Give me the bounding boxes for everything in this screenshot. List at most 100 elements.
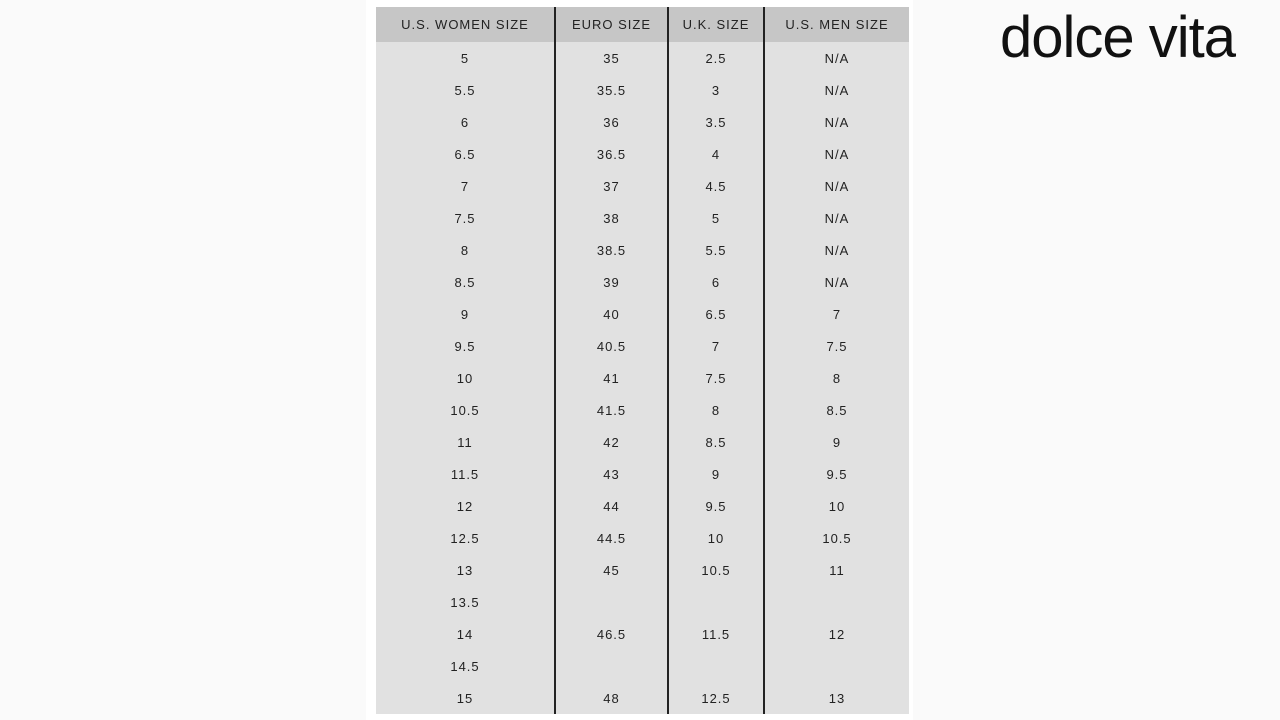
table-cell <box>667 650 764 682</box>
column-header: U.S. MEN SIZE <box>763 7 909 42</box>
table-row: 5 35 2.5 N/A <box>376 42 909 74</box>
table-row: 6.5 36.5 4 N/A <box>376 138 909 170</box>
table-cell: 5 <box>376 42 555 74</box>
table-cell: 6 <box>667 266 764 298</box>
table-cell: 8.5 <box>376 266 555 298</box>
table-cell: 6 <box>376 106 555 138</box>
table-cell: 43 <box>554 458 668 490</box>
table-cell: 7.5 <box>667 362 764 394</box>
table-cell: N/A <box>763 74 909 106</box>
table-cell: N/A <box>763 266 909 298</box>
table-cell: 15 <box>376 682 555 714</box>
table-row: 6 36 3.5 N/A <box>376 106 909 138</box>
table-cell: 8.5 <box>667 426 764 458</box>
table-cell: 42 <box>554 426 668 458</box>
table-row: 8.5 39 6 N/A <box>376 266 909 298</box>
table-cell: 12.5 <box>376 522 555 554</box>
table-cell: 4.5 <box>667 170 764 202</box>
table-cell: 14 <box>376 618 555 650</box>
table-cell: 13.5 <box>376 586 555 618</box>
table-row: 15 48 12.5 13 <box>376 682 909 714</box>
table-row: 14.5 <box>376 650 909 682</box>
table-cell: N/A <box>763 170 909 202</box>
table-cell: 9 <box>376 298 555 330</box>
table-row: 5.5 35.5 3 N/A <box>376 74 909 106</box>
table-cell: 48 <box>554 682 668 714</box>
table-cell: N/A <box>763 106 909 138</box>
table-cell: 11.5 <box>667 618 764 650</box>
table-cell: 9.5 <box>667 490 764 522</box>
column-header: EURO SIZE <box>554 7 668 42</box>
table-row: 12 44 9.5 10 <box>376 490 909 522</box>
table-cell <box>763 586 909 618</box>
table-cell: 3 <box>667 74 764 106</box>
table-cell: 40 <box>554 298 668 330</box>
table-cell: 8 <box>667 394 764 426</box>
table-cell: 6.5 <box>376 138 555 170</box>
table-cell: 46.5 <box>554 618 668 650</box>
table-cell: 10 <box>376 362 555 394</box>
table-cell: 4 <box>667 138 764 170</box>
column-header: U.K. SIZE <box>667 7 764 42</box>
table-header-row: U.S. WOMEN SIZE EURO SIZE U.K. SIZE U.S. ME… <box>376 7 909 42</box>
table-cell: 7.5 <box>763 330 909 362</box>
table-row: 12.5 44.5 10 10.5 <box>376 522 909 554</box>
table-cell: 7 <box>763 298 909 330</box>
table-cell: 11.5 <box>376 458 555 490</box>
table-row: 13 45 10.5 11 <box>376 554 909 586</box>
table-cell: 13 <box>763 682 909 714</box>
table-row: 13.5 <box>376 586 909 618</box>
table-cell <box>554 650 668 682</box>
table-row: 14 46.5 11.5 12 <box>376 618 909 650</box>
table-cell: 41.5 <box>554 394 668 426</box>
table-row: 7 37 4.5 N/A <box>376 170 909 202</box>
table-cell: 10.5 <box>376 394 555 426</box>
table-cell: 2.5 <box>667 42 764 74</box>
table-cell: 5.5 <box>376 74 555 106</box>
table-cell: 35 <box>554 42 668 74</box>
table-row: 10.5 41.5 8 8.5 <box>376 394 909 426</box>
table-cell: 9.5 <box>376 330 555 362</box>
table-cell: 12 <box>376 490 555 522</box>
table-cell: 5 <box>667 202 764 234</box>
table-cell: 12.5 <box>667 682 764 714</box>
table-cell: 40.5 <box>554 330 668 362</box>
table-cell: 7 <box>376 170 555 202</box>
table-cell <box>554 586 668 618</box>
table-cell: 38 <box>554 202 668 234</box>
size-chart-table: U.S. WOMEN SIZE EURO SIZE U.K. SIZE U.S. ME… <box>376 7 909 714</box>
table-cell: 8 <box>376 234 555 266</box>
table-cell: 5.5 <box>667 234 764 266</box>
table-cell: 36 <box>554 106 668 138</box>
column-header: U.S. WOMEN SIZE <box>376 7 555 42</box>
table-cell: 9 <box>667 458 764 490</box>
table-cell: 11 <box>376 426 555 458</box>
table-cell: 3.5 <box>667 106 764 138</box>
table-cell: 41 <box>554 362 668 394</box>
table-row: 11 42 8.5 9 <box>376 426 909 458</box>
table-cell: 37 <box>554 170 668 202</box>
table-cell: 35.5 <box>554 74 668 106</box>
table-cell: N/A <box>763 42 909 74</box>
table-cell: 36.5 <box>554 138 668 170</box>
table-cell: 44.5 <box>554 522 668 554</box>
table-cell: 8.5 <box>763 394 909 426</box>
table-row: 8 38.5 5.5 N/A <box>376 234 909 266</box>
table-row: 7.5 38 5 N/A <box>376 202 909 234</box>
table-cell: 10 <box>667 522 764 554</box>
table-row: 9 40 6.5 7 <box>376 298 909 330</box>
table-cell: 38.5 <box>554 234 668 266</box>
table-cell: 10.5 <box>763 522 909 554</box>
table-cell: 9 <box>763 426 909 458</box>
table-cell: N/A <box>763 138 909 170</box>
table-row: 10 41 7.5 8 <box>376 362 909 394</box>
table-cell: N/A <box>763 234 909 266</box>
table-cell <box>667 586 764 618</box>
table-cell: 9.5 <box>763 458 909 490</box>
table-row: 11.5 43 9 9.5 <box>376 458 909 490</box>
table-cell: 8 <box>763 362 909 394</box>
table-cell: 10 <box>763 490 909 522</box>
table-row: 9.5 40.5 7 7.5 <box>376 330 909 362</box>
table-cell: N/A <box>763 202 909 234</box>
table-cell: 6.5 <box>667 298 764 330</box>
